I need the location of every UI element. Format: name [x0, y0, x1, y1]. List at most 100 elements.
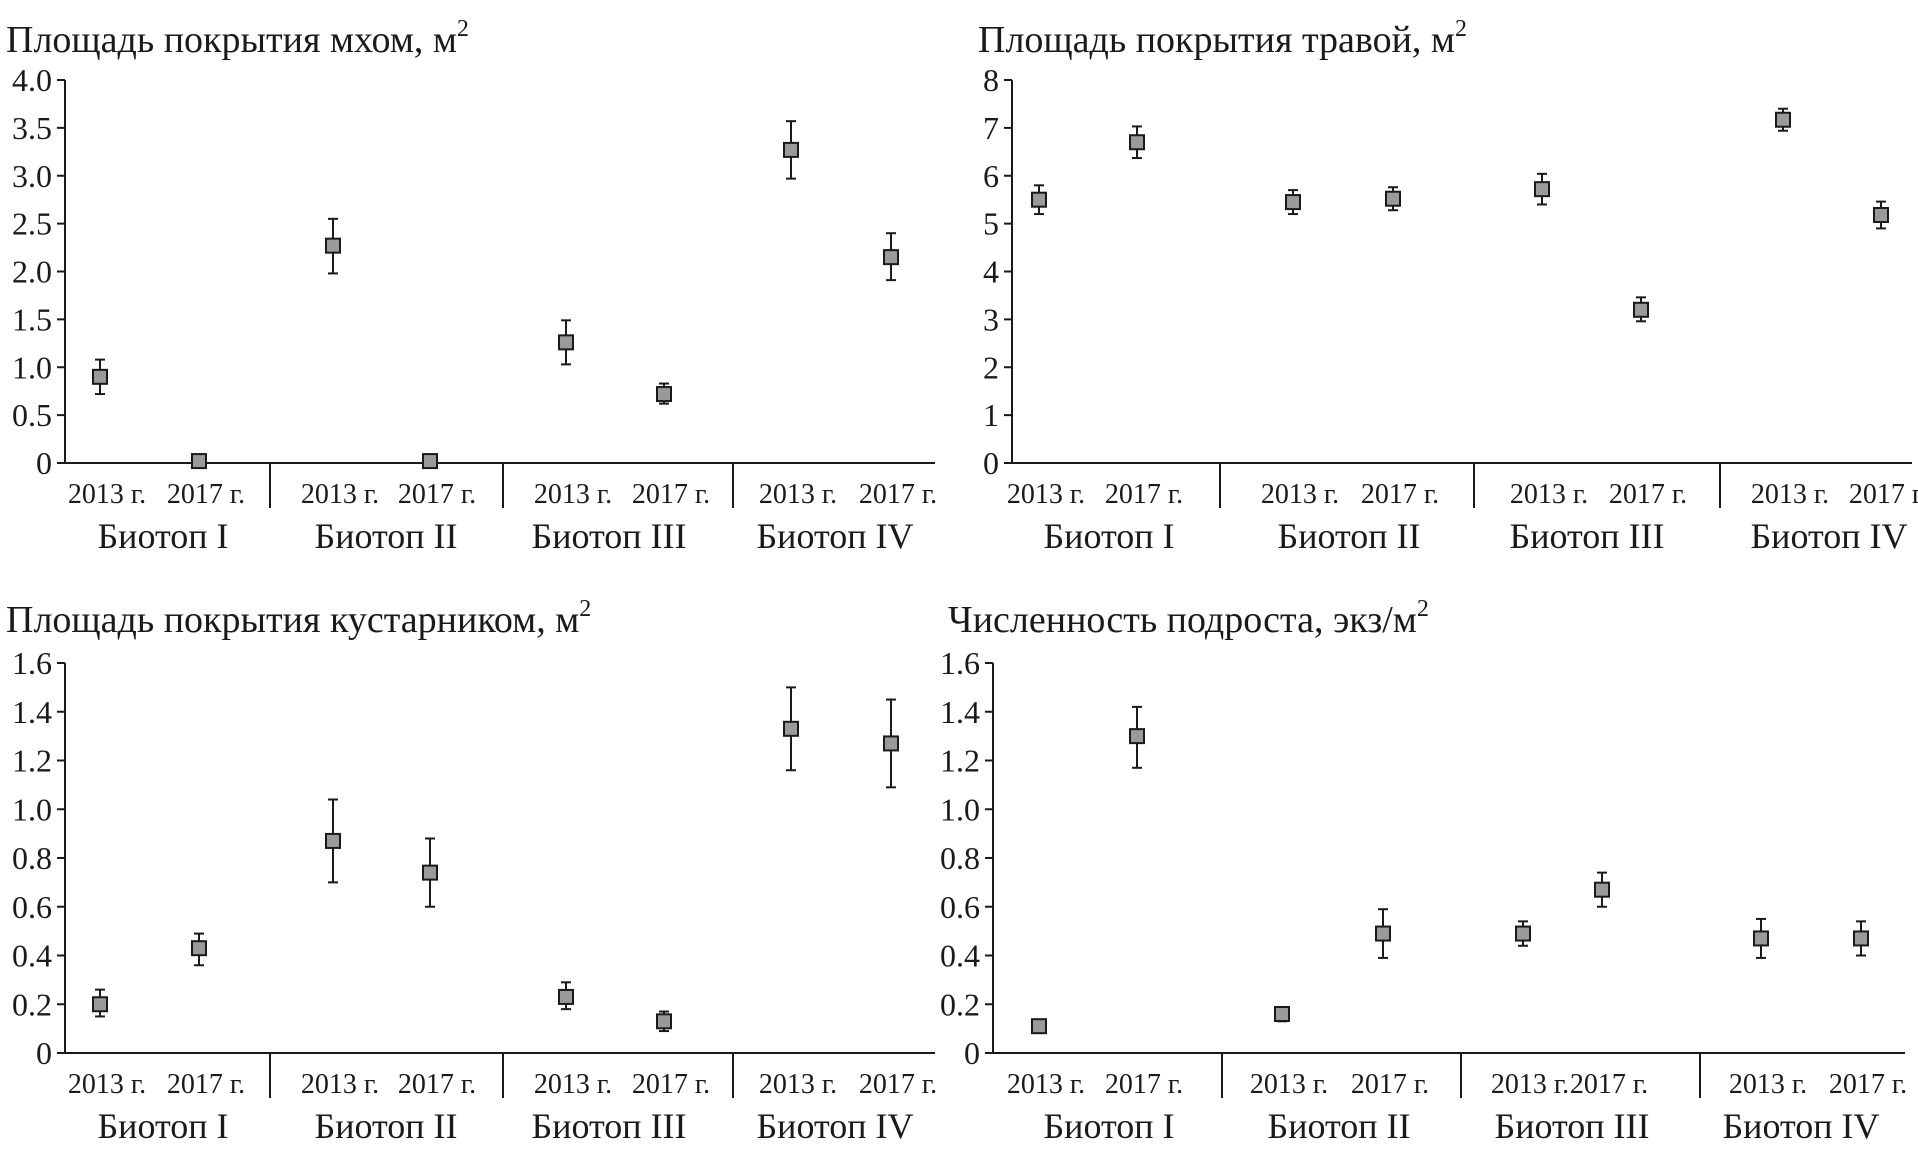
x-tick-label: 2013 г.: [1491, 1069, 1569, 1100]
data-point: [1031, 1018, 1047, 1035]
y-tick-label: 5: [983, 206, 999, 242]
y-tick-label: 0.4: [12, 938, 52, 974]
data-point: [558, 334, 574, 351]
data-point: [422, 864, 438, 881]
x-tick-label: 2017 г.: [859, 1069, 937, 1100]
y-tick-label: 0: [983, 445, 999, 481]
y-tick-label: 2.0: [12, 254, 52, 290]
x-group-label: Биотоп III: [532, 1106, 687, 1146]
x-tick-label: 2017 г.: [1849, 479, 1918, 510]
data-point: [783, 720, 799, 737]
y-tick-label: 1.2: [940, 743, 980, 779]
data-point: [1753, 930, 1769, 947]
data-point: [1873, 207, 1889, 224]
y-tick-label: 6: [983, 158, 999, 194]
x-group-label: Биотоп IV: [757, 516, 914, 556]
chart-title: Численность подроста, экз/м2: [948, 596, 1429, 641]
y-tick-label: 4.0: [12, 62, 52, 98]
data-point: [656, 386, 672, 403]
y-tick-label: 1.4: [12, 694, 52, 730]
y-tick-label: 0.2: [12, 986, 52, 1022]
data-point: [92, 996, 108, 1013]
x-group-label: Биотоп IV: [757, 1106, 914, 1146]
data-point: [1129, 728, 1145, 745]
data-point: [422, 453, 438, 470]
y-tick-label: 1.0: [940, 791, 980, 827]
data-point: [1274, 1006, 1290, 1022]
x-tick-label: 2013 г.: [301, 1069, 379, 1100]
chart-panel-2: Площадь покрытия травой, м2 0 1 2 3 4 5 6 7 8 2013…: [978, 16, 1918, 556]
y-tick-label: 1.6: [12, 645, 52, 681]
x-tick-label: 2017 г.: [167, 1069, 245, 1100]
x-tick-label: 2013 г.: [1729, 1069, 1807, 1100]
x-tick-label: 2013 г.: [301, 479, 379, 510]
data-point: [1285, 194, 1301, 211]
x-tick-label: 2013 г.: [1261, 479, 1339, 510]
chart-panel-4: Численность подроста, экз/м2 0 0.2 0.4 0.6 0.…: [940, 596, 1907, 1146]
chart-panel-3: Площадь покрытия кустарником, м2 0 0.2 0.4 0…: [6, 596, 937, 1146]
x-tick-label: 2013 г.: [534, 479, 612, 510]
data-point: [191, 453, 207, 470]
data-point: [1515, 925, 1531, 942]
x-tick-label: 2017 г.: [398, 479, 476, 510]
x-group-label: Биотоп I: [98, 1106, 229, 1146]
x-group-label: Биотоп III: [1510, 516, 1665, 556]
y-tick-label: 0.5: [12, 397, 52, 433]
y-tick-label: 7: [983, 110, 999, 146]
data-point: [1375, 925, 1391, 942]
x-group-label: Биотоп IV: [1751, 516, 1908, 556]
x-tick-label: 2013 г.: [1510, 479, 1588, 510]
x-group-label: Биотоп II: [1268, 1106, 1411, 1146]
data-point: [1633, 301, 1649, 318]
y-tick-label: 2: [983, 349, 999, 385]
x-group-label: Биотоп II: [1278, 516, 1421, 556]
x-group-label: Биотоп II: [315, 1106, 458, 1146]
y-tick-label: 3.5: [12, 110, 52, 146]
data-point: [883, 249, 899, 266]
y-tick-label: 0.6: [940, 889, 980, 925]
x-tick-label: 2017 г.: [1609, 479, 1687, 510]
x-tick-label: 2017 г.: [1351, 1069, 1429, 1100]
data-point: [883, 735, 899, 752]
x-tick-label: 2017 г.: [1570, 1069, 1648, 1100]
x-tick-label: 2017 г.: [632, 479, 710, 510]
x-group-label: Биотоп IV: [1723, 1106, 1880, 1146]
x-tick-label: 2013 г.: [1250, 1069, 1328, 1100]
x-tick-label: 2017 г.: [1105, 479, 1183, 510]
data-point: [656, 1013, 672, 1030]
x-tick-label: 2017 г.: [859, 479, 937, 510]
data-point: [325, 237, 341, 254]
x-tick-label: 2013 г.: [68, 479, 146, 510]
x-tick-label: 2017 г.: [1105, 1069, 1183, 1100]
data-point: [1594, 881, 1610, 898]
data-point: [1385, 190, 1401, 207]
x-tick-label: 2013 г.: [759, 1069, 837, 1100]
y-tick-label: 3.0: [12, 158, 52, 194]
y-tick-label: 0.2: [940, 986, 980, 1022]
x-group-label: Биотоп I: [1044, 1106, 1175, 1146]
y-tick-label: 2.5: [12, 206, 52, 242]
data-point: [191, 940, 207, 957]
y-tick-label: 0.8: [12, 840, 52, 876]
x-tick-label: 2013 г.: [1007, 1069, 1085, 1100]
y-tick-label: 0: [964, 1035, 980, 1071]
x-tick-label: 2017 г.: [398, 1069, 476, 1100]
y-tick-label: 4: [983, 254, 999, 290]
x-tick-label: 2017 г.: [1361, 479, 1439, 510]
y-tick-label: 1.2: [12, 743, 52, 779]
x-tick-label: 2017 г.: [167, 479, 245, 510]
y-tick-label: 8: [983, 62, 999, 98]
x-tick-label: 2017 г.: [632, 1069, 710, 1100]
x-group-label: Биотоп I: [1044, 516, 1175, 556]
x-tick-label: 2013 г.: [68, 1069, 146, 1100]
y-tick-label: 0.4: [940, 938, 980, 974]
y-tick-label: 0: [36, 445, 52, 481]
y-tick-label: 1.0: [12, 349, 52, 385]
x-tick-label: 2013 г.: [1007, 479, 1085, 510]
x-group-label: Биотоп III: [1495, 1106, 1650, 1146]
chart-title: Площадь покрытия травой, м2: [978, 16, 1467, 61]
data-point: [558, 988, 574, 1005]
y-tick-label: 1.5: [12, 301, 52, 337]
data-point: [783, 141, 799, 158]
